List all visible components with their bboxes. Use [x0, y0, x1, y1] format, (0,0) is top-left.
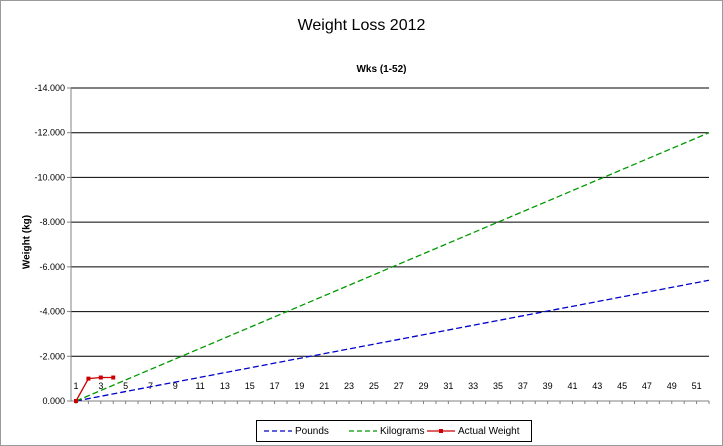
- series-line-pounds: [75, 279, 710, 402]
- y-tick-label: -12.000: [34, 128, 65, 138]
- x-tick-label: 13: [220, 381, 230, 391]
- x-tick-label: 31: [443, 381, 453, 391]
- x-tick-label: 45: [617, 381, 627, 391]
- y-tick-label: 0.000: [42, 396, 65, 406]
- x-tick-label: 9: [173, 381, 178, 391]
- legend: Pounds Kilograms Actual Weight: [256, 420, 532, 442]
- y-tick-label: -8.000: [39, 217, 65, 227]
- x-tick-label: 3: [98, 381, 103, 391]
- legend-swatch-pounds: [264, 430, 292, 432]
- x-tick-label: 1: [73, 381, 78, 391]
- chart-title: Weight Loss 2012: [297, 17, 426, 34]
- data-point-actual-weight: [86, 376, 91, 381]
- x-tick-label: 17: [270, 381, 280, 391]
- x-tick-label: 35: [493, 381, 503, 391]
- y-tick-label: -4.000: [39, 307, 65, 317]
- y-tick-label: -2.000: [39, 351, 65, 361]
- x-tick-label: 27: [394, 381, 404, 391]
- y-tick-label: -14.000: [34, 83, 65, 93]
- x-tick-label: 21: [319, 381, 329, 391]
- x-tick-label: 19: [294, 381, 304, 391]
- series-line-kilograms: [75, 132, 710, 402]
- x-tick-label: 11: [195, 381, 204, 391]
- data-point-actual-weight: [74, 399, 78, 403]
- x-tick-label: 37: [518, 381, 528, 391]
- data-point-actual-weight: [98, 375, 103, 380]
- legend-label-kilograms: Kilograms: [380, 425, 425, 437]
- x-tick-label: 15: [245, 381, 255, 391]
- x-tick-label: 51: [692, 381, 702, 391]
- x-tick-label: 25: [369, 381, 379, 391]
- y-tick-label: -6.000: [39, 262, 65, 272]
- legend-item-actual-weight: Actual Weight: [427, 424, 520, 438]
- legend-swatch-kilograms: [349, 430, 377, 432]
- x-tick-label: 7: [148, 381, 153, 391]
- x-tick-label: 49: [667, 381, 677, 391]
- y-tick-label: -10.000: [34, 172, 65, 182]
- legend-item-pounds: Pounds: [264, 424, 329, 438]
- x-tick-label: 39: [543, 381, 553, 391]
- data-point-actual-weight: [111, 375, 116, 380]
- legend-item-kilograms: Kilograms: [349, 424, 424, 438]
- x-tick-label: 23: [344, 381, 354, 391]
- x-tick-label: 33: [468, 381, 478, 391]
- x-tick-label: 41: [567, 381, 577, 391]
- x-axis-title: Wks (1-52): [356, 64, 407, 75]
- x-tick-label: 47: [642, 381, 652, 391]
- legend-swatch-actual-weight: [427, 429, 455, 433]
- legend-label-actual-weight: Actual Weight: [458, 425, 520, 437]
- legend-label-pounds: Pounds: [295, 425, 329, 437]
- x-tick-label: 43: [592, 381, 602, 391]
- x-tick-label: 5: [123, 381, 128, 391]
- x-tick-label: 29: [419, 381, 429, 391]
- series-line-actual-weight: [75, 376, 114, 402]
